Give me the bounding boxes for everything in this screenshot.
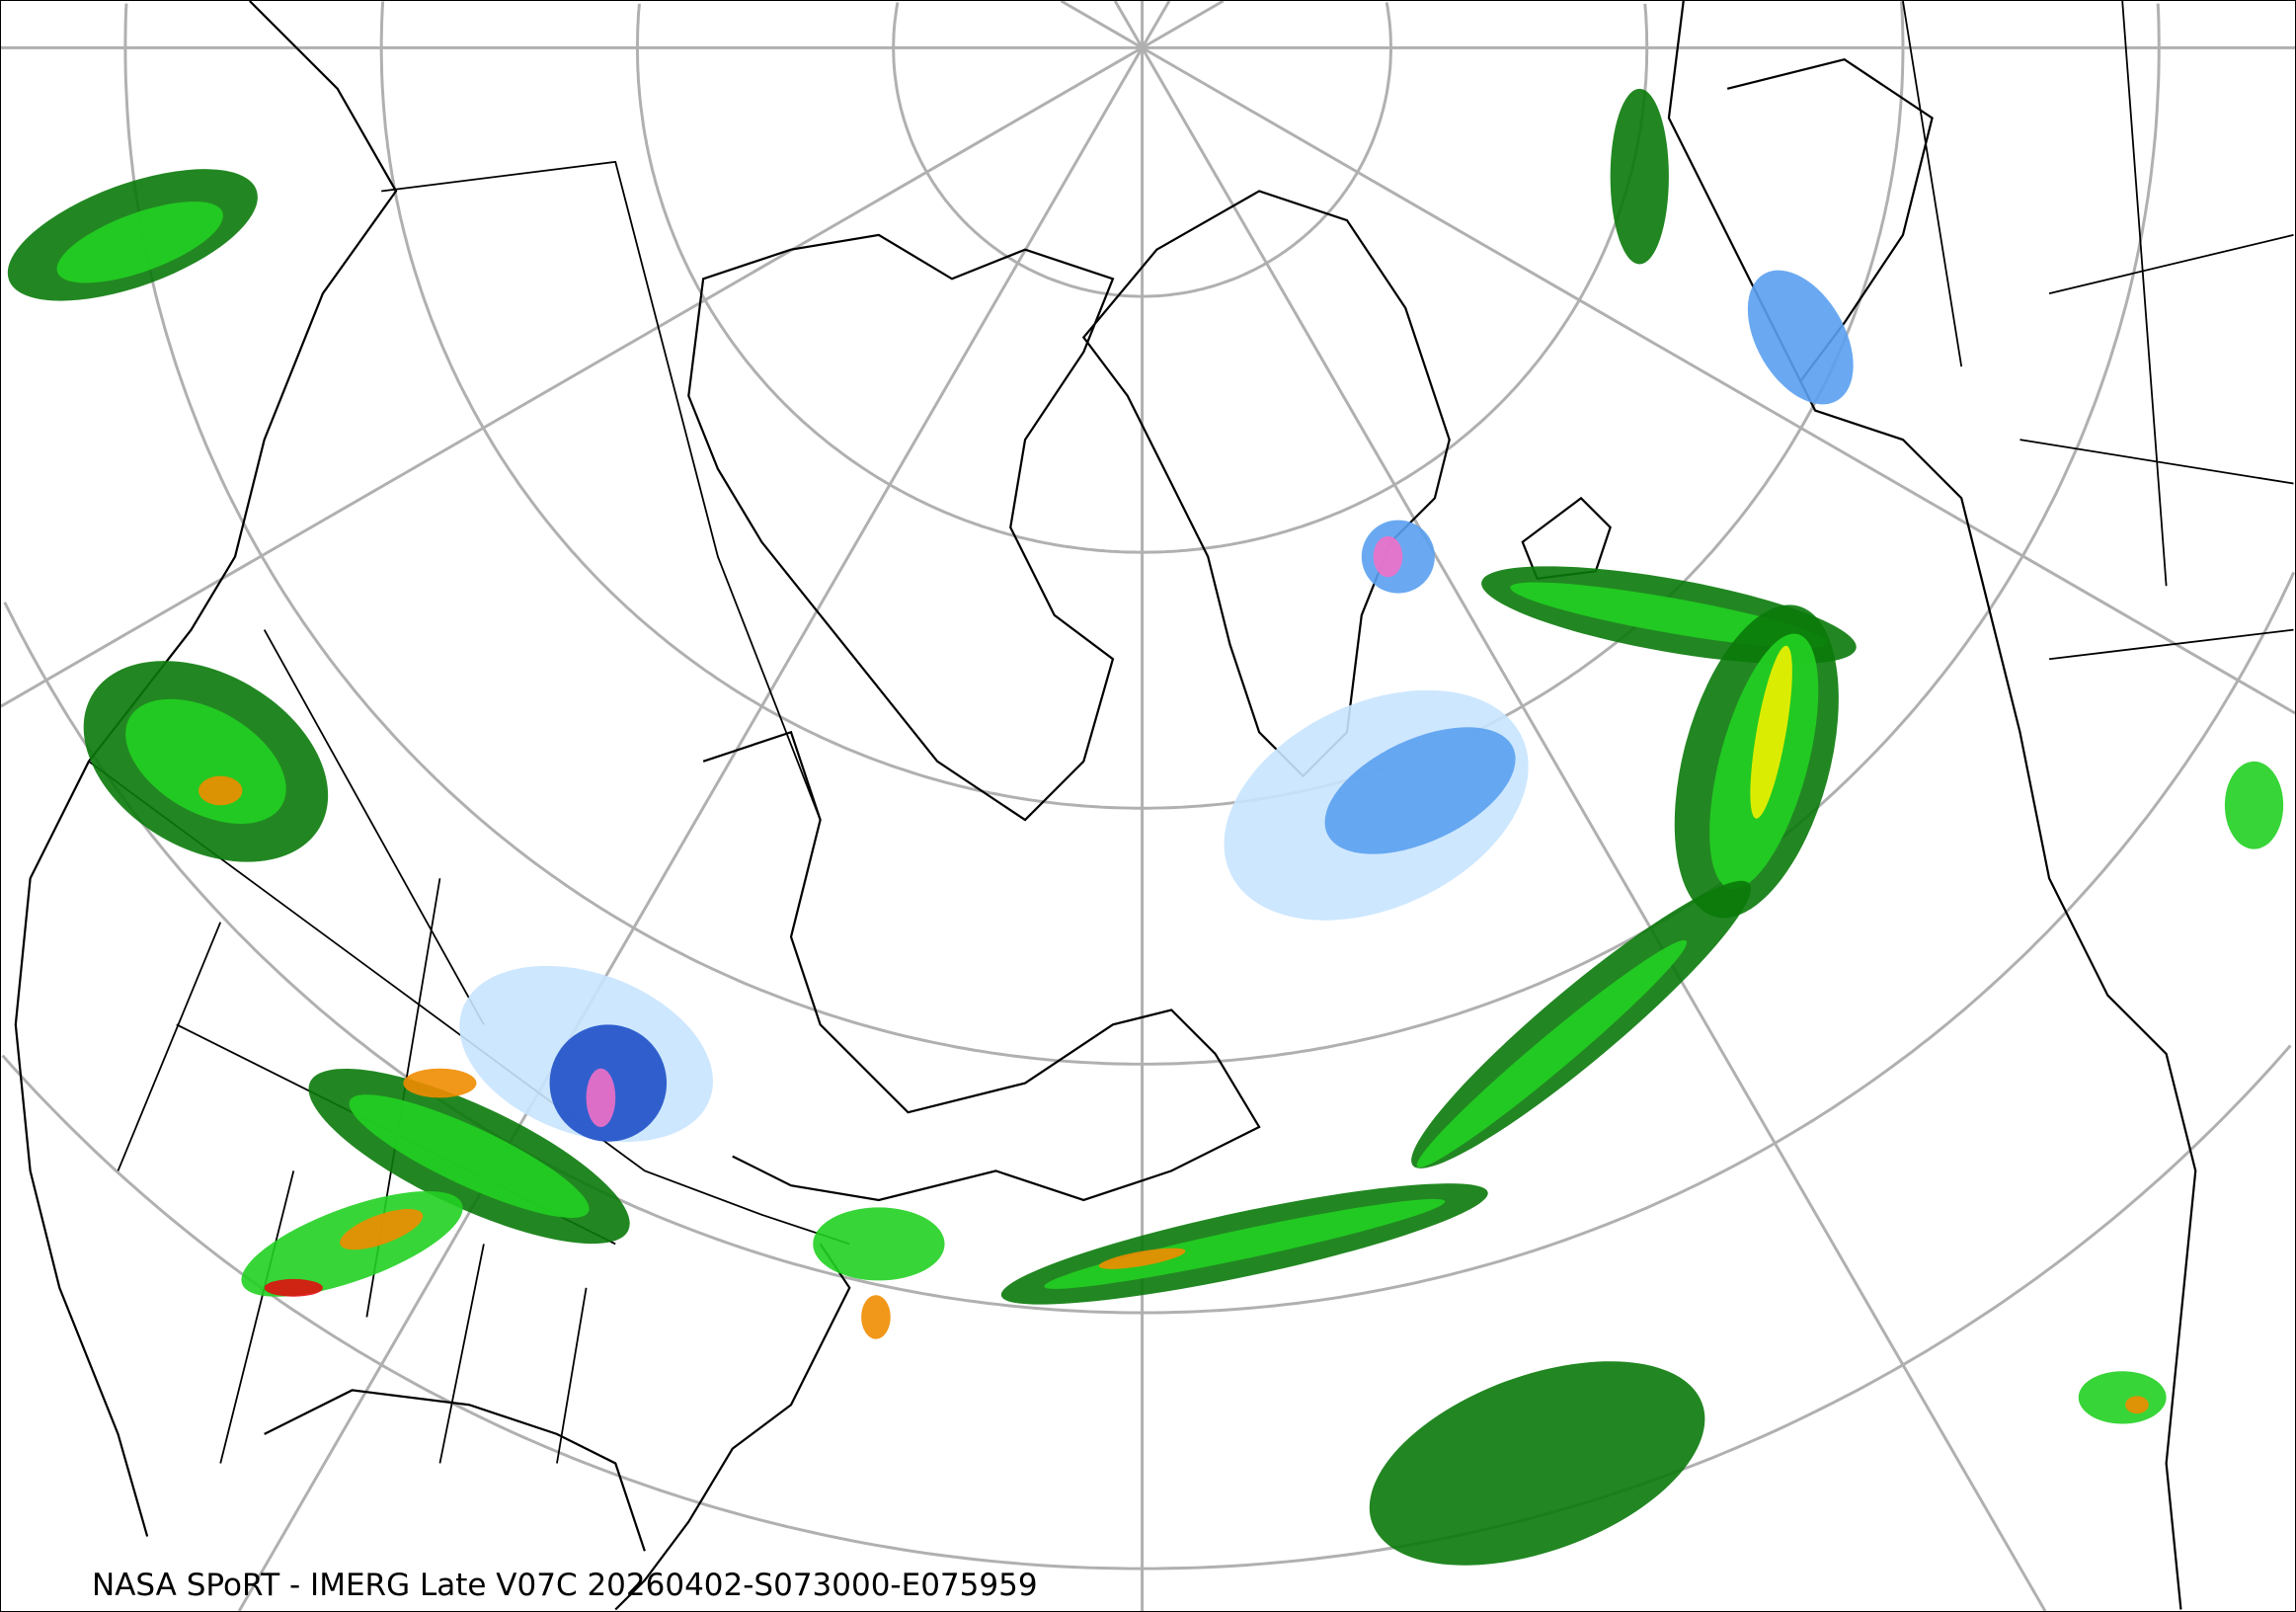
latitude-circle	[635, 3, 1649, 554]
map-caption: NASA SPoRT - IMERG Late V07C 20260402-S0…	[92, 1568, 1038, 1603]
meridian-line	[1141, 46, 2047, 1611]
precipitation-area	[1098, 1248, 1186, 1269]
gulf-coast	[264, 1389, 646, 1552]
precipitation-area	[264, 1278, 323, 1297]
latitude-circle	[1, 1044, 2292, 1571]
precipitation-area	[2125, 1396, 2149, 1414]
meridian-line	[1141, 46, 2295, 715]
precipitation-area	[1750, 645, 1792, 819]
precipitation-area	[813, 1207, 945, 1281]
us-east-coast	[614, 1243, 851, 1611]
precipitation-area	[1369, 1361, 1705, 1566]
meridian-line	[1141, 1, 1225, 49]
precipitation-area	[1373, 535, 1403, 578]
precipitation-area	[349, 1094, 590, 1218]
meridian-line	[1, 46, 1144, 708]
precipitation-area	[586, 1068, 616, 1127]
hudson-bay-coast	[702, 730, 1261, 1202]
border-lines	[117, 1, 2294, 1464]
latitude-circle	[379, 1, 1905, 810]
precipitation-area	[403, 1068, 477, 1098]
precipitation-area	[125, 698, 286, 824]
precipitation-area	[861, 1295, 891, 1339]
precipitation-area	[1747, 270, 1854, 405]
precipitation-area	[198, 775, 243, 806]
precipitation-area	[2078, 1371, 2167, 1424]
precipitation-area	[1610, 88, 1669, 265]
meridian-line	[237, 46, 1144, 1611]
canada-arctic-coast	[687, 233, 1115, 822]
meridian-line	[1060, 1, 1144, 49]
meridian-line	[1141, 1, 1171, 49]
precipitation-area	[1324, 727, 1516, 854]
latitude-circle	[3, 571, 2295, 1315]
precipitation-overlay	[7, 88, 2284, 1566]
political-boundaries	[88, 1, 2294, 1464]
border-lines	[88, 761, 850, 1246]
precipitation-area	[2224, 761, 2284, 849]
coastlines	[14, 1, 2197, 1611]
precipitation-area	[1416, 939, 1688, 1168]
precipitation-area	[1044, 1198, 1446, 1289]
precipitation-area	[340, 1208, 424, 1250]
meridian-line	[1113, 1, 1144, 49]
precipitation-area	[56, 202, 223, 283]
